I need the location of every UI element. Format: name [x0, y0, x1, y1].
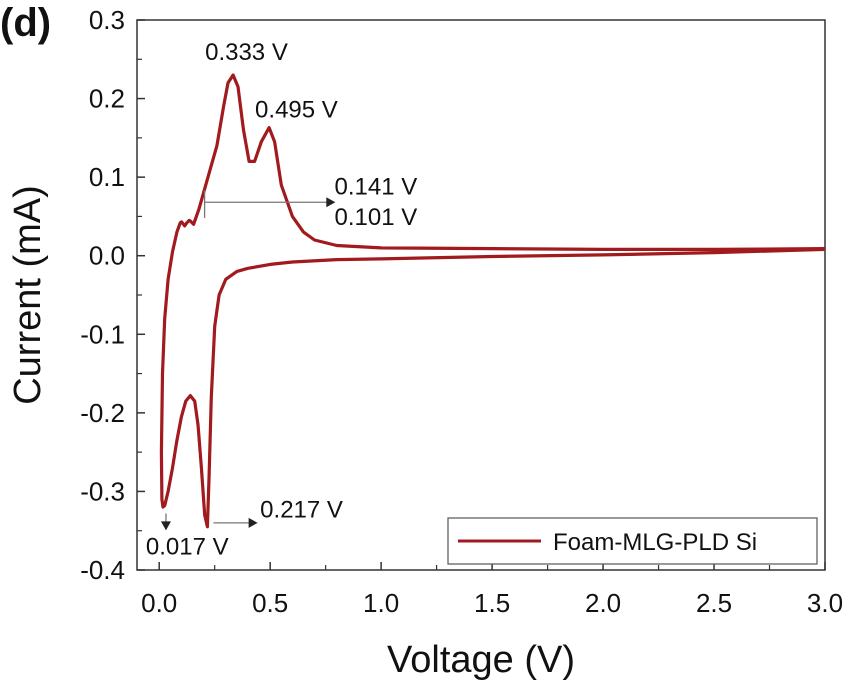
x-tick-label: 1.0 — [363, 588, 399, 618]
panel-label: (d) — [0, 1, 51, 45]
x-tick-label: 2.5 — [696, 588, 732, 618]
y-tick-label: 0.3 — [89, 5, 125, 35]
annotation-label: 0.017 V — [146, 533, 229, 560]
annotation-layer: 0.333 V 0.495 V 0.141 V 0.101 V 0.217 V 0.017… — [146, 39, 417, 560]
arrow-head — [160, 521, 171, 531]
y-tick-label: 0.0 — [89, 241, 125, 271]
legend-label: Foam-MLG-PLD Si — [553, 529, 757, 556]
y-tick-label: -0.3 — [80, 476, 125, 506]
arrow-head — [248, 517, 258, 528]
y-tick-label: -0.1 — [80, 319, 125, 349]
series-line — [159, 73, 826, 529]
y-tick-label: -0.2 — [80, 398, 125, 428]
y-tick-label: 0.2 — [89, 84, 125, 114]
x-axis-title: Voltage (V) — [387, 639, 575, 681]
x-tick-label: 0.0 — [141, 588, 177, 618]
x-axis: 0.0 0.5 1.0 1.5 2.0 2.5 3.0 — [141, 562, 843, 618]
x-tick-label: 2.0 — [585, 588, 621, 618]
y-axis: -0.4 -0.3 -0.2 -0.1 0.0 0.1 0.2 0.3 — [80, 5, 145, 585]
legend: Foam-MLG-PLD Si — [447, 517, 818, 565]
series-layer — [159, 73, 826, 529]
x-tick-label: 0.5 — [252, 588, 288, 618]
y-tick-label: -0.4 — [80, 555, 125, 585]
annotation-label: 0.101 V — [335, 204, 418, 231]
x-tick-label: 1.5 — [474, 588, 510, 618]
arrow-head — [326, 197, 336, 208]
annotation-label: 0.141 V — [335, 173, 418, 200]
y-tick-label: 0.1 — [89, 162, 125, 192]
y-axis-title: Current (mA) — [7, 185, 49, 405]
x-tick-label: 3.0 — [807, 588, 843, 618]
annotation-label: 0.495 V — [255, 97, 338, 124]
annotation-label: 0.217 V — [260, 496, 343, 523]
annotation-label: 0.333 V — [205, 39, 288, 66]
